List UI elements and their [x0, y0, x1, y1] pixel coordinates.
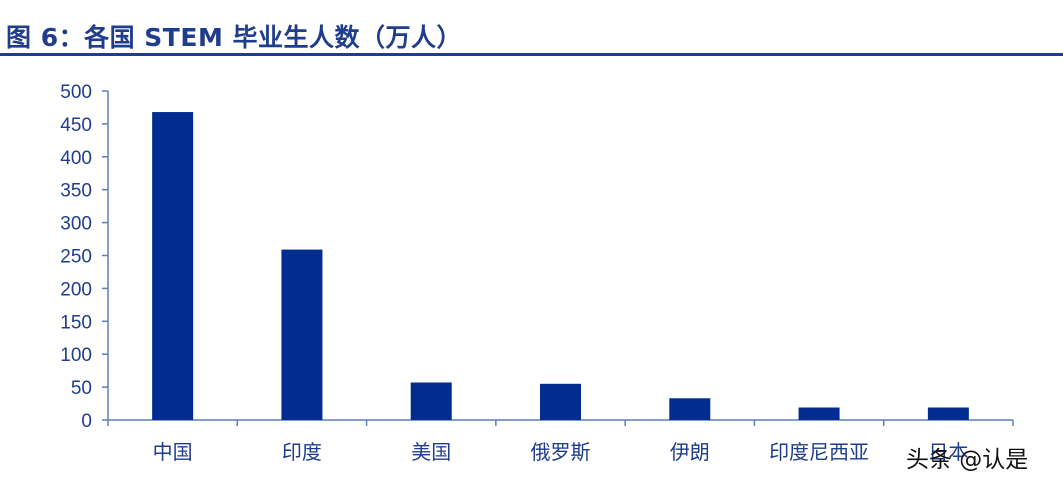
y-tick-label: 100	[60, 345, 92, 366]
y-tick-label: 200	[60, 279, 92, 300]
x-category-label: 美国	[411, 440, 451, 464]
watermark: 头条 @认是	[906, 447, 1029, 473]
y-tick-label: 50	[71, 378, 92, 399]
y-tick-label: 400	[60, 148, 92, 169]
y-tick-label: 350	[60, 181, 92, 202]
x-category-label: 中国	[153, 440, 193, 464]
y-tick-label: 450	[60, 115, 92, 136]
y-tick-label: 0	[81, 411, 92, 432]
x-category-label: 日本	[928, 440, 968, 464]
bar-2	[281, 249, 323, 420]
x-category-label: 伊朗	[670, 440, 710, 464]
bar-1	[152, 112, 194, 420]
title-divider	[0, 53, 1063, 56]
chart-title: 图 6：各国 STEM 毕业生人数（万人）	[6, 23, 463, 52]
y-tick-label: 250	[60, 247, 92, 268]
y-tick-label: 300	[60, 214, 92, 235]
y-tick-label: 500	[60, 82, 92, 103]
y-tick-label: 150	[60, 312, 92, 333]
bar-5	[669, 398, 711, 420]
bar-4	[540, 383, 581, 420]
bar-3	[410, 382, 452, 420]
x-category-label: 俄罗斯	[531, 440, 591, 464]
bar-7	[927, 407, 969, 420]
x-category-label: 印度	[282, 440, 322, 464]
bar-6	[798, 407, 840, 420]
x-category-label: 印度尼西亚	[769, 440, 869, 464]
